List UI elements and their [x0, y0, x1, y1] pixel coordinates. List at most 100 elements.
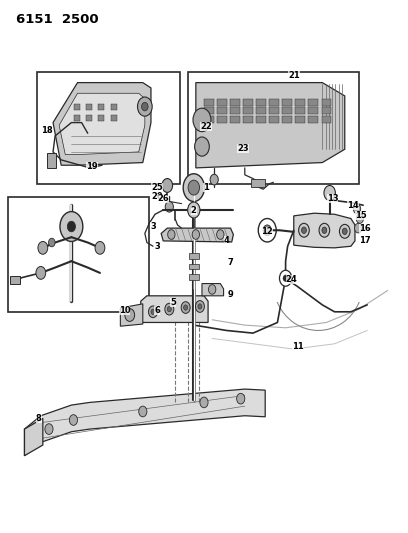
Text: 26: 26 — [157, 194, 169, 203]
Bar — [98, 115, 104, 121]
Bar — [308, 116, 318, 123]
Circle shape — [237, 393, 245, 404]
Text: 15: 15 — [355, 212, 367, 220]
Bar — [256, 116, 266, 123]
Bar — [74, 104, 80, 110]
Circle shape — [195, 137, 209, 156]
Polygon shape — [141, 296, 208, 322]
Bar — [322, 99, 331, 106]
Circle shape — [353, 204, 361, 214]
Bar — [269, 116, 279, 123]
Bar — [204, 107, 214, 114]
Bar — [282, 116, 292, 123]
Text: 14: 14 — [347, 201, 359, 209]
Circle shape — [356, 214, 364, 223]
Circle shape — [279, 270, 292, 286]
Bar — [217, 107, 227, 114]
Circle shape — [162, 179, 173, 192]
Polygon shape — [196, 83, 345, 168]
Circle shape — [181, 302, 190, 313]
Bar — [189, 264, 199, 269]
Bar — [243, 107, 253, 114]
Text: 17: 17 — [359, 237, 371, 245]
Bar — [295, 116, 305, 123]
Text: 10: 10 — [119, 306, 130, 314]
Bar — [204, 99, 214, 106]
Circle shape — [137, 97, 152, 116]
Bar — [308, 107, 318, 114]
Circle shape — [168, 230, 175, 239]
Circle shape — [200, 397, 208, 408]
Bar — [295, 107, 305, 114]
Circle shape — [342, 228, 347, 235]
Bar — [10, 276, 20, 284]
Circle shape — [258, 219, 276, 242]
Circle shape — [299, 223, 309, 237]
Circle shape — [195, 301, 204, 312]
Circle shape — [210, 174, 218, 185]
Polygon shape — [59, 93, 145, 155]
Polygon shape — [202, 284, 224, 296]
Text: 24: 24 — [286, 276, 297, 284]
Bar — [256, 107, 266, 114]
Text: 22: 22 — [200, 123, 212, 131]
Circle shape — [151, 309, 155, 314]
Text: 23: 23 — [237, 144, 248, 152]
Circle shape — [283, 275, 288, 281]
Polygon shape — [24, 389, 265, 456]
Bar — [111, 104, 117, 110]
Text: 18: 18 — [41, 126, 53, 135]
Circle shape — [38, 241, 48, 254]
Circle shape — [198, 304, 202, 309]
Text: 21: 21 — [288, 71, 299, 80]
Bar — [269, 107, 279, 114]
Bar — [86, 104, 92, 110]
Bar — [98, 104, 104, 110]
Text: 6: 6 — [154, 306, 160, 314]
Text: 19: 19 — [86, 162, 98, 171]
Bar — [74, 115, 80, 121]
Text: 13: 13 — [327, 194, 338, 203]
Circle shape — [69, 415, 78, 425]
Bar — [111, 115, 117, 121]
Circle shape — [319, 223, 330, 237]
Bar — [189, 253, 199, 259]
Polygon shape — [53, 83, 151, 165]
Polygon shape — [120, 304, 143, 326]
Circle shape — [263, 225, 271, 236]
Bar — [282, 99, 292, 106]
Circle shape — [165, 303, 174, 315]
Text: 8: 8 — [36, 414, 42, 423]
Text: 20: 20 — [151, 192, 163, 200]
Bar — [47, 153, 56, 168]
Text: 11: 11 — [292, 342, 304, 351]
Polygon shape — [24, 418, 43, 456]
Circle shape — [217, 230, 224, 239]
Circle shape — [165, 201, 173, 212]
Text: 25: 25 — [151, 183, 163, 192]
Circle shape — [36, 266, 46, 279]
Circle shape — [208, 285, 216, 294]
Text: 1: 1 — [203, 183, 209, 192]
Circle shape — [167, 306, 171, 312]
Polygon shape — [161, 228, 233, 242]
Text: 7: 7 — [228, 258, 233, 266]
Bar — [217, 99, 227, 106]
Bar — [204, 116, 214, 123]
Circle shape — [355, 223, 362, 233]
Bar — [230, 107, 240, 114]
Bar — [86, 115, 92, 121]
Circle shape — [339, 224, 350, 238]
Bar — [230, 116, 240, 123]
Bar — [243, 99, 253, 106]
Bar — [230, 99, 240, 106]
Bar — [256, 99, 266, 106]
Bar — [322, 116, 331, 123]
Text: 3: 3 — [150, 222, 156, 231]
Circle shape — [139, 406, 147, 417]
Bar — [308, 99, 318, 106]
Bar — [269, 99, 279, 106]
Text: 9: 9 — [228, 290, 233, 298]
Circle shape — [184, 305, 188, 310]
Circle shape — [67, 221, 75, 232]
